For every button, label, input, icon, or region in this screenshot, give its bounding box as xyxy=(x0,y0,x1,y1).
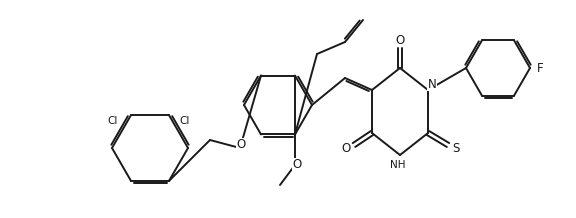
Text: NH: NH xyxy=(391,160,406,170)
Text: Cl: Cl xyxy=(180,116,190,126)
Text: S: S xyxy=(452,143,460,155)
Text: O: O xyxy=(395,34,404,46)
Text: O: O xyxy=(342,143,351,155)
Text: O: O xyxy=(293,158,302,172)
Text: F: F xyxy=(537,61,543,75)
Text: Cl: Cl xyxy=(108,116,118,126)
Text: O: O xyxy=(236,138,245,152)
Text: N: N xyxy=(427,78,437,90)
